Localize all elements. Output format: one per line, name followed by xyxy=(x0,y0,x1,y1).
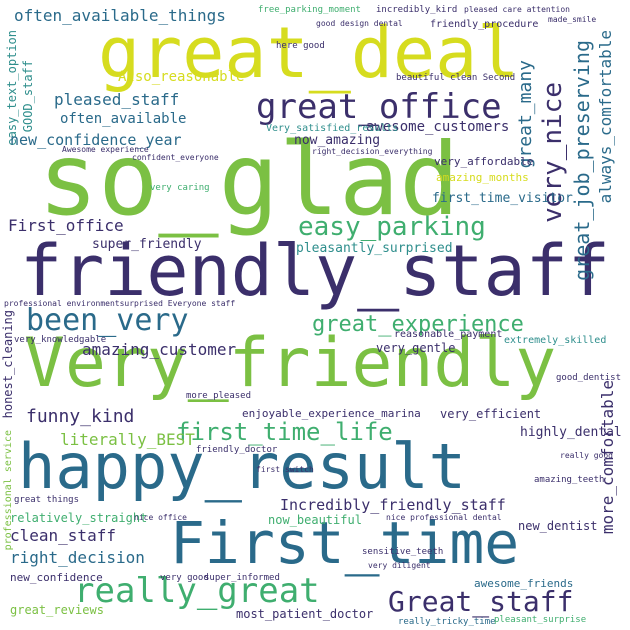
word-now-amazing: now_amazing xyxy=(294,133,381,148)
word-happy-result: happy_result xyxy=(18,430,466,503)
word-great-job-preserving: great_job_preserving xyxy=(570,40,594,281)
word-pleasant-surprise: pleasant_surprise xyxy=(494,615,587,625)
word-literally-best: literally_BEST xyxy=(60,430,195,449)
word-very-good: very good xyxy=(160,573,209,583)
word-very-efficient: very_efficient xyxy=(440,407,542,421)
word-easy-text-option: easy_text_option xyxy=(5,30,19,146)
word-very-knowledgable: very_knowledgable xyxy=(14,335,107,345)
word-here-good: here good xyxy=(276,41,325,51)
word-first-time-visitor: first_time_visitor xyxy=(432,191,573,206)
word-really-tricky-time: really_tricky_time xyxy=(398,617,496,627)
word-free-parking-moment: free_parking_moment xyxy=(258,5,361,15)
word-friendly-procedure: friendly_procedure xyxy=(430,19,539,30)
word-so-glad: so_glad xyxy=(38,121,460,238)
word-confident-everyone: confident_everyone xyxy=(132,153,219,162)
word-awesome-experience: Awesome experience xyxy=(62,145,149,154)
word-nice-professional-dental: nice professional dental xyxy=(386,513,502,522)
word-new-confidence-year: new_confidence_year xyxy=(10,131,182,149)
word-clean-staff: clean_staff xyxy=(10,526,116,545)
word-right-decision: right_decision xyxy=(10,548,145,567)
word-great-deal: great_deal xyxy=(98,12,520,94)
word-really-great: really_great xyxy=(74,571,320,611)
word-good-design-dental: good design dental xyxy=(316,19,403,28)
word-often-available-things: often_available_things xyxy=(14,6,226,25)
word-amazing-months: amazing_months xyxy=(436,171,529,184)
word-great-experience: great_experience xyxy=(312,312,524,337)
word-amazing-customer: amazing_customer xyxy=(82,340,237,359)
word-very-friendly: Very_friendly xyxy=(24,324,557,403)
word-new-confidence: new_confidence xyxy=(10,571,103,584)
word-great-reviews: great_reviews xyxy=(10,603,104,617)
word-very-affordable: very_affordable xyxy=(434,155,534,168)
word-good-staff: GOOD_staff xyxy=(21,60,35,133)
word-highly-dental: highly_dental xyxy=(520,425,622,440)
word-new-dentist: new_dentist xyxy=(518,519,598,533)
word-super-friendly: super_friendly xyxy=(92,237,202,252)
word-first-time-life: first_time_life xyxy=(176,418,393,446)
word-very-caring: very caring xyxy=(150,183,210,193)
word-pleased-staff: pleased_staff xyxy=(54,90,180,109)
word-friendly-staff: friendly_staff xyxy=(20,230,611,312)
word-made-smile: made_smile xyxy=(548,15,597,24)
word-very-diligent: very diligent xyxy=(368,561,431,570)
word-first-switch: first switch xyxy=(256,465,314,474)
word-often-available: often_available xyxy=(60,111,187,127)
word-really-good: really good xyxy=(560,451,613,460)
word-incredibly-friendly-staff: Incredibly_friendly_staff xyxy=(280,496,506,514)
word-honest-cleaning: honest_cleaning xyxy=(1,310,15,419)
word-relatively-straight: relatively_straight xyxy=(10,511,148,525)
word-good-dentist: good_dentist xyxy=(556,373,622,383)
word-pleased-care-attention: pleased care attention xyxy=(464,5,570,14)
word-great-staff: Great_staff xyxy=(388,585,574,618)
word-enjoyable-experience-marina: enjoyable_experience_marina xyxy=(242,407,421,420)
word-right-decision-everything: right_decision_everything xyxy=(312,147,433,156)
word-great-things: great things xyxy=(14,495,80,505)
word-great-many: great_many xyxy=(515,60,536,169)
word-sensitive-teeth: sensitive_teeth xyxy=(362,547,444,557)
word-amazing-teeth: amazing_teeth xyxy=(534,475,605,485)
word-very-gentle: very_gentle xyxy=(376,341,456,355)
word-most-patient-doctor: most_patient_doctor xyxy=(236,607,374,621)
word-funny-kind: funny_kind xyxy=(26,406,135,427)
word-very-satisfied-results: Very_satisfied_results xyxy=(266,123,399,134)
word-also-reasonable: Also_reasonable xyxy=(118,69,245,85)
word-pleasantly-surprised: pleasantly_surprised xyxy=(296,241,453,256)
word-awesome-friends: awesome_friends xyxy=(474,577,574,590)
word-easy-parking: easy_parking xyxy=(298,212,486,242)
word-great-office: great_office xyxy=(256,87,502,127)
word-incredibly-kind: incredibly_kird xyxy=(376,5,458,15)
word-first-time: First_time xyxy=(170,509,520,577)
word-nice-office: nice office xyxy=(134,513,187,522)
word-extremely-skilled: extremely_skilled xyxy=(504,335,607,346)
word-professional-environment: professional environmentsurprised Everyo… xyxy=(4,299,236,308)
word-beautiful-clean-second: beautiful clean Second xyxy=(396,73,516,83)
word-now-beautiful: now_beautiful xyxy=(268,513,362,527)
word-awesome-customers: awesome_customers xyxy=(366,119,510,135)
word-been-very: been_very xyxy=(26,303,189,338)
word-first-office: First_office xyxy=(8,216,124,235)
word-friendly-doctor: friendly_doctor xyxy=(196,445,278,455)
word-reasonable-payment: reasonable_payment xyxy=(394,329,503,340)
word-super-informed: super_informed xyxy=(204,573,280,583)
word-more-pleased: more_pleased xyxy=(186,391,252,401)
word-always-comfortable: always_comfortable xyxy=(596,30,615,204)
